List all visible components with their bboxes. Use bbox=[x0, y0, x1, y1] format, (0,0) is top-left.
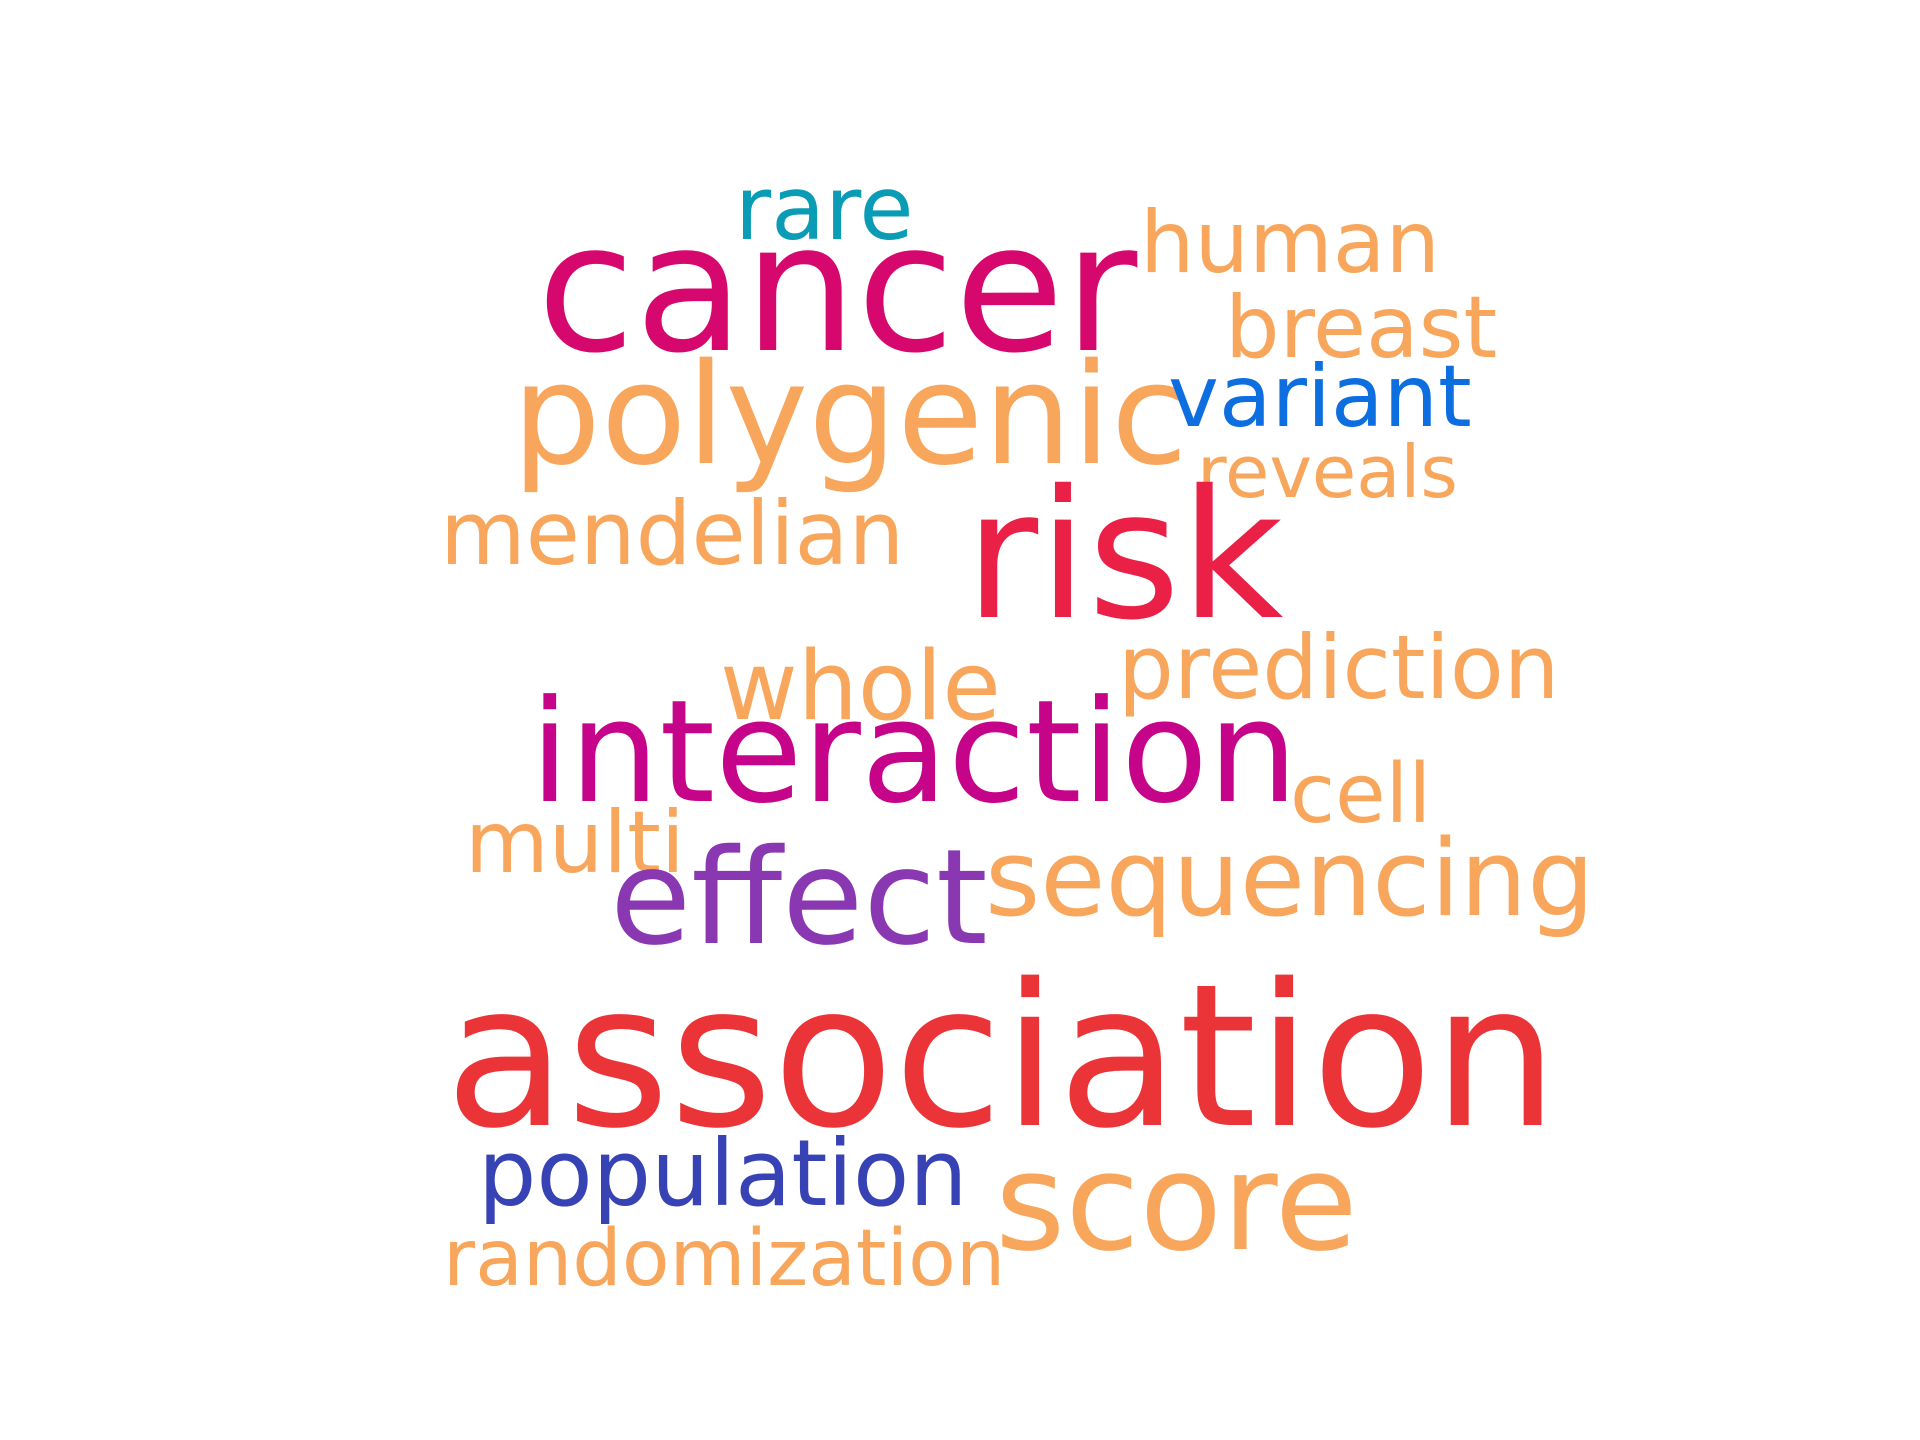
word-interaction: interaction bbox=[530, 670, 1298, 835]
word-population: population bbox=[478, 1120, 968, 1227]
word-polygenic: polygenic bbox=[512, 334, 1188, 497]
word-human: human bbox=[1140, 193, 1440, 293]
word-randomization: randomization bbox=[443, 1214, 1006, 1304]
word-cell: cell bbox=[1290, 747, 1432, 842]
word-variant: variant bbox=[1168, 347, 1472, 447]
word-reveals: reveals bbox=[1197, 430, 1458, 514]
word-score: score bbox=[995, 1124, 1358, 1281]
word-multi: multi bbox=[465, 793, 685, 893]
word-mendelian: mendelian bbox=[440, 482, 905, 585]
word-breast: breast bbox=[1225, 278, 1498, 378]
word-rare: rare bbox=[735, 157, 914, 260]
word-effect: effect bbox=[610, 821, 988, 975]
word-prediction: prediction bbox=[1118, 616, 1560, 719]
word-whole: whole bbox=[720, 632, 1001, 742]
word-risk: risk bbox=[965, 452, 1284, 659]
word-association: association bbox=[445, 941, 1559, 1172]
word-sequencing: sequencing bbox=[985, 817, 1595, 940]
word-cancer: cancer bbox=[537, 185, 1138, 392]
